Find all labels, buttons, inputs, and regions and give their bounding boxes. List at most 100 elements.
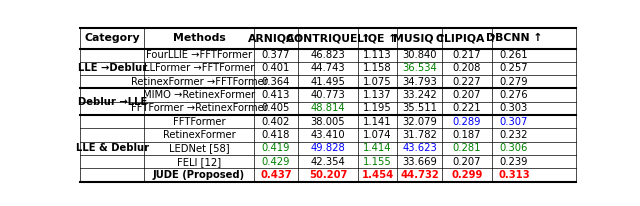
Bar [80,62,145,75]
Text: 46.823: 46.823 [310,50,346,60]
Text: 0.207: 0.207 [452,90,481,100]
Bar [492,142,536,155]
Bar [80,89,145,115]
Bar [492,75,536,89]
Bar [397,75,442,89]
Text: Deblur →LLE: Deblur →LLE [77,97,147,107]
Bar [442,155,492,169]
Bar [253,102,298,115]
Bar [442,102,492,115]
Text: 0.217: 0.217 [452,50,481,60]
Bar [442,62,492,75]
Text: FourLLIE →FFTFormer: FourLLIE →FFTFormer [146,50,252,60]
Text: 1.195: 1.195 [364,103,392,114]
Bar [298,49,358,62]
Text: LEDNet [58]: LEDNet [58] [169,143,229,153]
Text: 1.414: 1.414 [364,143,392,153]
Text: 0.276: 0.276 [500,90,528,100]
Bar [145,155,253,169]
Text: CONTRIQUE ↑: CONTRIQUE ↑ [286,33,370,43]
Bar [442,115,492,129]
Text: 0.208: 0.208 [452,63,481,74]
Text: 0.289: 0.289 [452,117,481,127]
Text: 40.773: 40.773 [310,90,346,100]
Text: 43.410: 43.410 [310,130,346,140]
Bar [358,28,397,49]
Bar [145,115,253,129]
Text: 0.313: 0.313 [498,170,530,180]
Text: Category: Category [84,33,140,43]
Bar [397,155,442,169]
Bar [397,129,442,142]
Bar [442,142,492,155]
Text: 35.511: 35.511 [403,103,437,114]
Bar [80,169,145,182]
Text: RetinexFormer: RetinexFormer [163,130,236,140]
Bar [397,89,442,102]
Bar [442,28,492,49]
Bar [358,142,397,155]
Bar [298,129,358,142]
Bar [358,169,397,182]
Bar [80,28,145,49]
Bar [80,142,145,155]
Bar [80,49,145,89]
Bar [358,102,397,115]
Text: CLIPIQA ↑: CLIPIQA ↑ [436,33,497,43]
Bar [397,28,442,49]
Text: 41.495: 41.495 [310,77,346,87]
Text: JUDE (Proposed): JUDE (Proposed) [153,170,245,180]
Text: 0.306: 0.306 [500,143,528,153]
Bar [298,115,358,129]
Bar [492,89,536,102]
Bar [358,89,397,102]
Text: FFTFormer →RetinexFormer: FFTFormer →RetinexFormer [131,103,268,114]
Bar [358,129,397,142]
Bar [298,75,358,89]
Bar [298,102,358,115]
Bar [145,102,253,115]
Text: 0.418: 0.418 [262,130,290,140]
Bar [298,62,358,75]
Bar [253,169,298,182]
Text: 0.257: 0.257 [500,63,528,74]
Bar [442,169,492,182]
Bar [397,142,442,155]
Bar [253,89,298,102]
Bar [358,75,397,89]
Text: 0.299: 0.299 [451,170,483,180]
Text: 0.303: 0.303 [500,103,528,114]
Text: 0.227: 0.227 [452,77,481,87]
Text: 33.669: 33.669 [403,157,437,167]
Text: MUSIQ ↑: MUSIQ ↑ [393,33,447,43]
Text: 44.743: 44.743 [310,63,346,74]
Bar [145,142,253,155]
Text: LLFormer →FFTFormer: LLFormer →FFTFormer [144,63,254,74]
Text: 0.437: 0.437 [260,170,292,180]
Text: 32.079: 32.079 [403,117,437,127]
Text: 1.141: 1.141 [364,117,392,127]
Bar [253,62,298,75]
Text: RetinexFormer →FFTFormer: RetinexFormer →FFTFormer [131,77,268,87]
Text: 0.232: 0.232 [500,130,528,140]
Bar [492,155,536,169]
Bar [358,115,397,129]
Bar [253,28,298,49]
Bar [442,129,492,142]
Bar [145,75,253,89]
Text: 0.405: 0.405 [262,103,290,114]
Text: 30.840: 30.840 [403,50,437,60]
Text: LLE & Deblur: LLE & Deblur [76,143,149,153]
Bar [80,75,145,89]
Text: 0.221: 0.221 [452,103,481,114]
Bar [492,169,536,182]
Bar [80,89,145,102]
Text: 43.623: 43.623 [403,143,437,153]
Bar [253,155,298,169]
Bar [492,129,536,142]
Bar [492,102,536,115]
Bar [80,102,145,115]
Bar [253,75,298,89]
Text: 33.242: 33.242 [403,90,437,100]
Text: 1.113: 1.113 [364,50,392,60]
